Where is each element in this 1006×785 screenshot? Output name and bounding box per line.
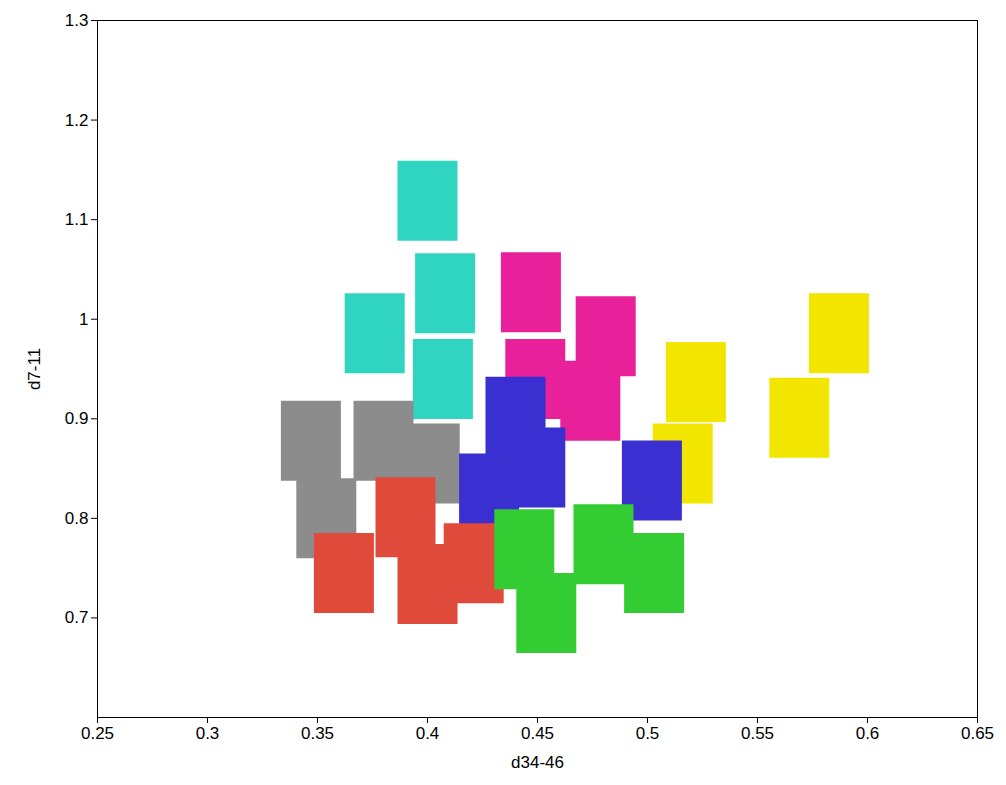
- svg-text:0.25: 0.25: [81, 724, 114, 743]
- svg-text:0.9: 0.9: [65, 409, 89, 428]
- svg-text:d34-46: d34-46: [511, 753, 564, 772]
- svg-text:1: 1: [79, 310, 88, 329]
- svg-text:0.3: 0.3: [196, 724, 220, 743]
- svg-text:0.5: 0.5: [636, 724, 660, 743]
- svg-text:0.55: 0.55: [741, 724, 774, 743]
- svg-text:1.3: 1.3: [65, 11, 89, 30]
- svg-text:0.4: 0.4: [416, 724, 440, 743]
- svg-text:0.45: 0.45: [521, 724, 554, 743]
- svg-text:1.2: 1.2: [65, 111, 89, 130]
- svg-text:0.35: 0.35: [301, 724, 334, 743]
- svg-text:0.6: 0.6: [856, 724, 880, 743]
- svg-text:1.1: 1.1: [65, 210, 89, 229]
- svg-text:d7-11: d7-11: [25, 348, 44, 390]
- svg-text:0.65: 0.65: [961, 724, 994, 743]
- svg-text:0.8: 0.8: [65, 509, 89, 528]
- svg-text:0.7: 0.7: [65, 608, 89, 627]
